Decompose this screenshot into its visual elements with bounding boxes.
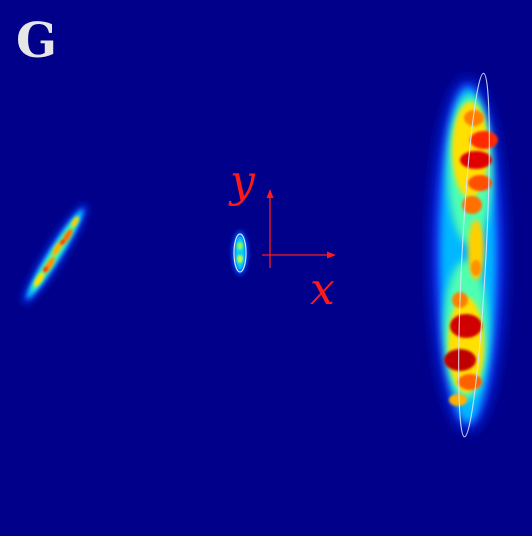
center-small-blob <box>232 231 248 275</box>
x-arrow-head <box>327 251 336 259</box>
right-ellipse-outline <box>458 72 490 438</box>
right-elongated-blob <box>432 72 504 438</box>
x-axis-label: x <box>310 264 335 315</box>
center-ellipse-outline <box>233 233 247 273</box>
left-streak-blob <box>23 204 87 304</box>
y-arrow-head <box>266 189 274 198</box>
logo-letter: G <box>16 13 57 69</box>
y-axis-label: y <box>228 156 256 207</box>
gothic-g-logo-icon: G <box>16 13 57 69</box>
axes-indicator <box>262 189 336 268</box>
